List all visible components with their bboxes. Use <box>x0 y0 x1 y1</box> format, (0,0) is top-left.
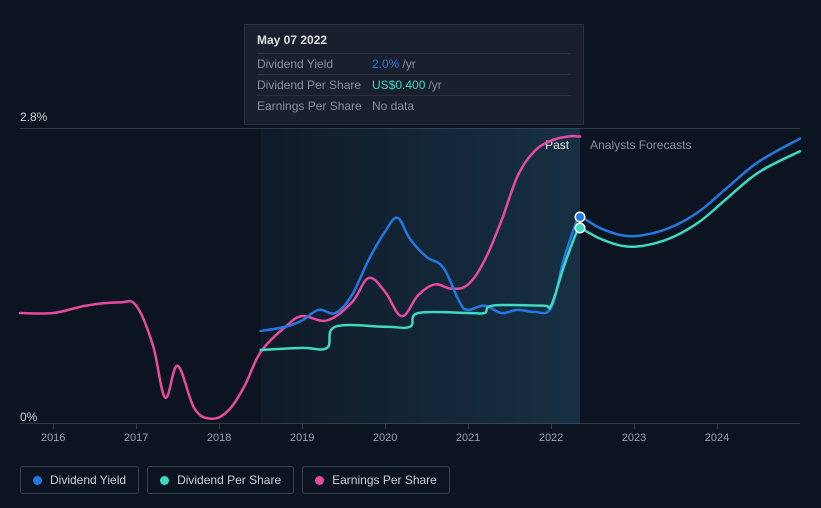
tooltip-row: Dividend Per ShareUS$0.400/yr <box>257 74 571 95</box>
x-tick-label: 2023 <box>622 432 646 444</box>
series-line <box>261 151 800 350</box>
x-tick-label: 2021 <box>456 432 480 444</box>
tooltip-row: Dividend Yield2.0%/yr <box>257 53 571 74</box>
x-tick-mark <box>634 424 635 429</box>
legend-dot <box>315 476 324 485</box>
tooltip-row-value: US$0.400 <box>372 78 425 92</box>
tooltip-row-suffix: /yr <box>402 57 415 71</box>
dividend-chart[interactable]: 2.8% 0% Past Analysts Forecasts 20162017… <box>20 110 800 450</box>
legend-label: Earnings Per Share <box>332 473 437 487</box>
legend-item[interactable]: Dividend Yield <box>20 466 139 494</box>
x-tick-label: 2019 <box>290 432 314 444</box>
x-tick-mark <box>717 424 718 429</box>
chart-marker <box>576 224 584 232</box>
x-tick-label: 2016 <box>41 432 65 444</box>
tooltip-row-suffix: /yr <box>428 78 441 92</box>
tooltip-row-value: 2.0% <box>372 57 399 71</box>
tooltip-date: May 07 2022 <box>257 33 571 47</box>
chart-lines <box>20 128 800 424</box>
plot-area: Past Analysts Forecasts <box>20 128 800 424</box>
x-tick-label: 2022 <box>539 432 563 444</box>
series-line <box>20 136 580 419</box>
tooltip-row-label: Dividend Per Share <box>257 78 372 92</box>
y-axis-max: 2.8% <box>20 110 47 124</box>
x-axis: 2016 2017 2018 2019 2020 2021 2022 2023 2024 <box>20 428 800 448</box>
tooltip-row-label: Dividend Yield <box>257 57 372 71</box>
legend-item[interactable]: Earnings Per Share <box>302 466 450 494</box>
legend-label: Dividend Per Share <box>177 473 281 487</box>
x-tick-mark <box>468 424 469 429</box>
x-tick-label: 2020 <box>373 432 397 444</box>
x-tick-label: 2017 <box>124 432 148 444</box>
x-tick-label: 2024 <box>705 432 729 444</box>
chart-marker <box>576 213 584 221</box>
series-line <box>261 139 800 331</box>
legend-item[interactable]: Dividend Per Share <box>147 466 294 494</box>
x-tick-label: 2018 <box>207 432 231 444</box>
x-tick-mark <box>551 424 552 429</box>
legend-dot <box>33 476 42 485</box>
x-tick-mark <box>219 424 220 429</box>
chart-legend: Dividend Yield Dividend Per Share Earnings… <box>20 466 450 494</box>
legend-dot <box>160 476 169 485</box>
x-tick-mark <box>302 424 303 429</box>
x-tick-mark <box>385 424 386 429</box>
legend-label: Dividend Yield <box>50 473 126 487</box>
x-tick-mark <box>53 424 54 429</box>
x-tick-mark <box>136 424 137 429</box>
